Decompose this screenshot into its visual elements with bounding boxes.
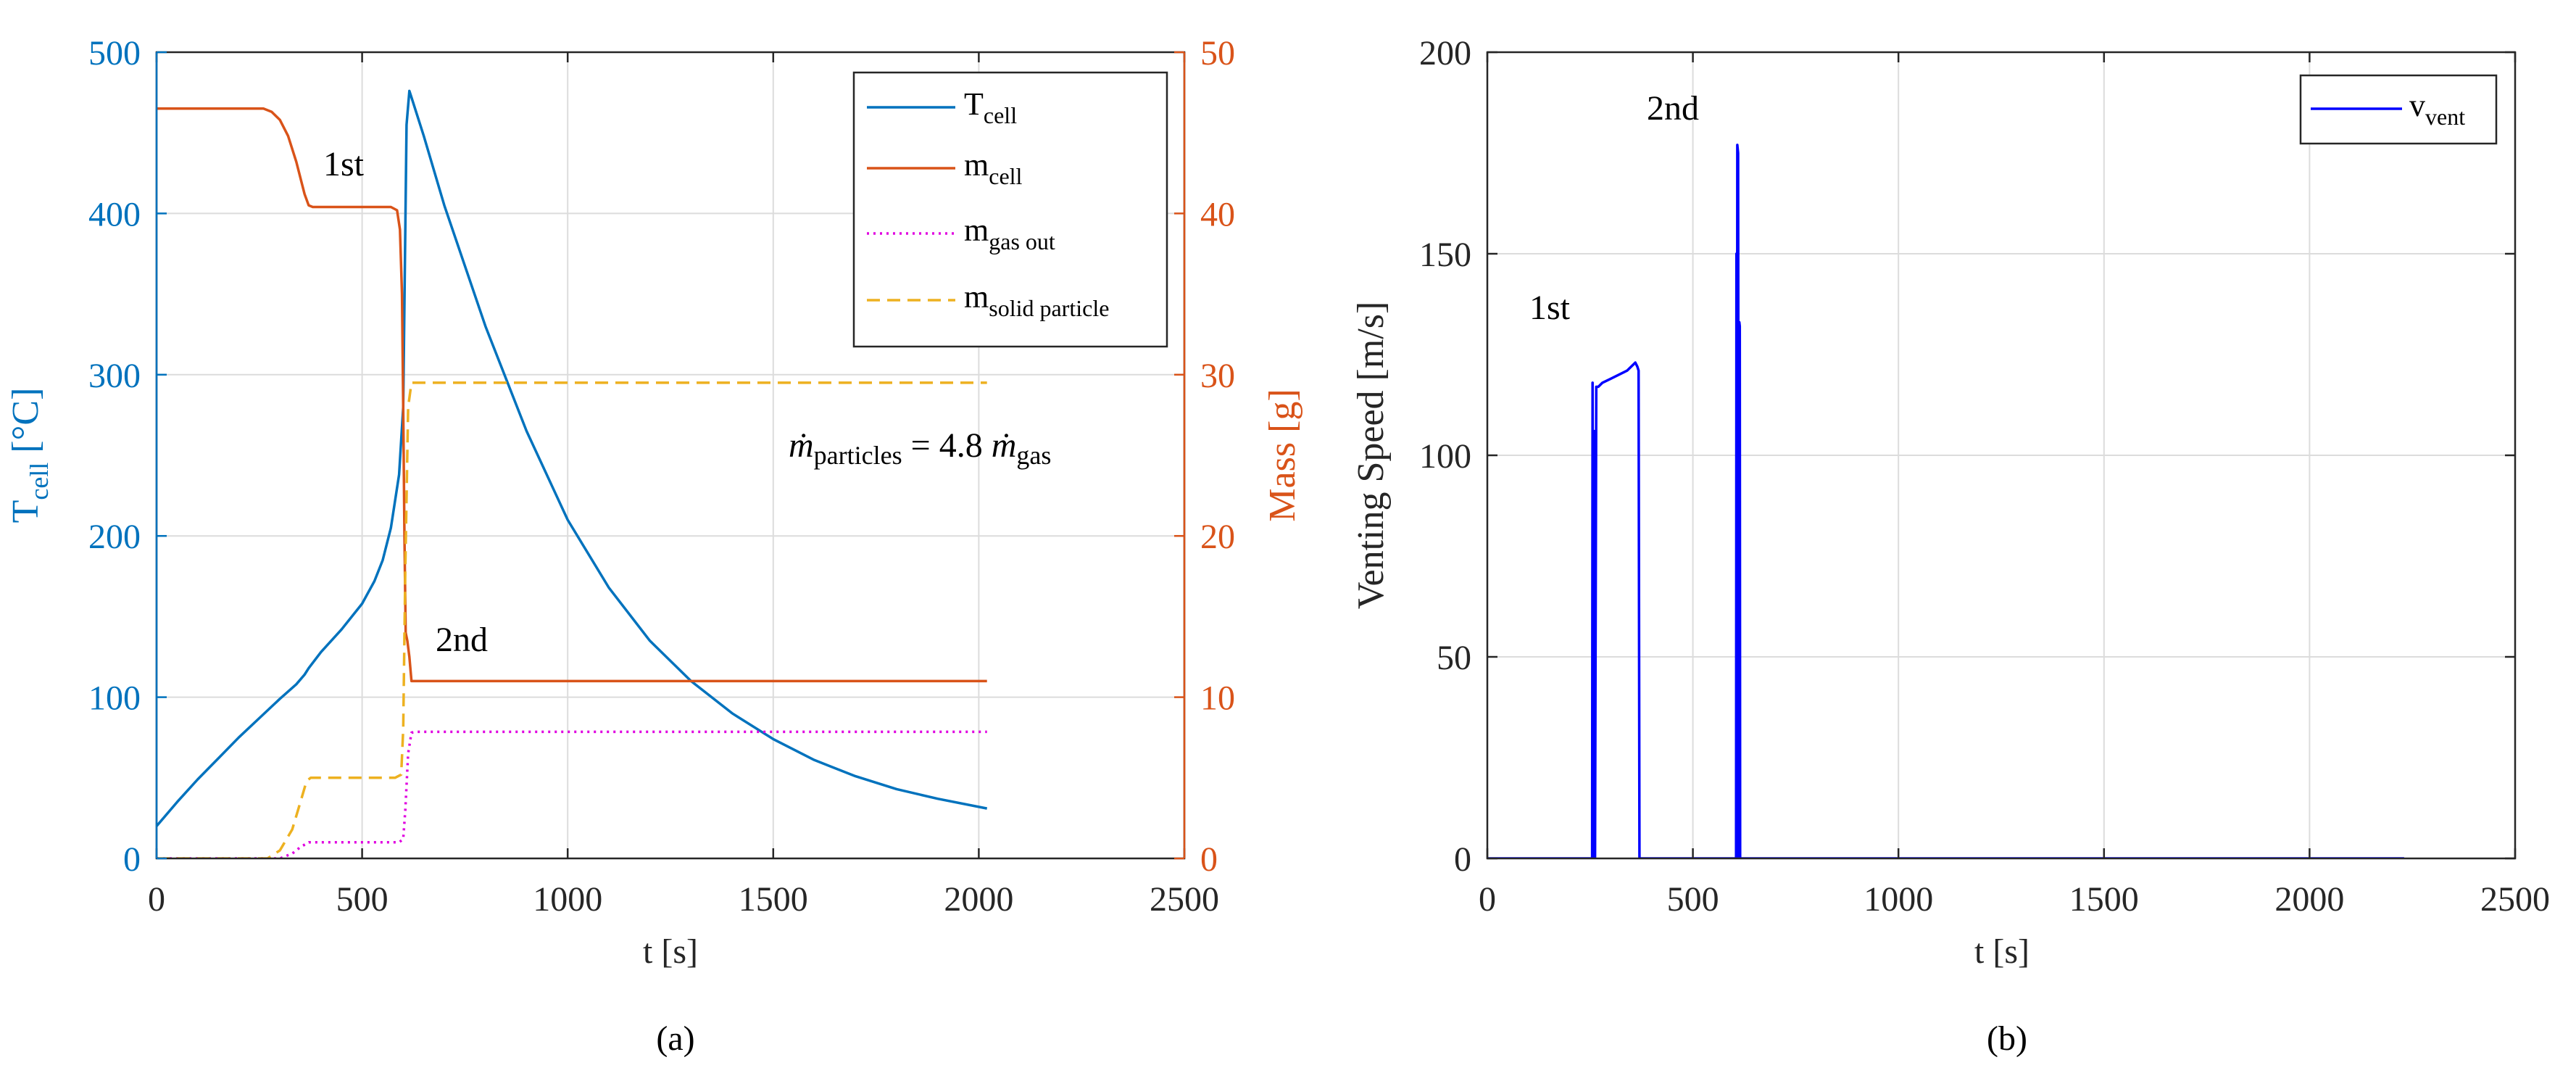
panel-a-series-line-T-cell — [157, 89, 988, 827]
legend-label-m-gas-out-main: m — [964, 212, 989, 248]
panel-b-x-tick-label-2000: 2000 — [2274, 880, 2344, 919]
panel-a-y-left-label: Tcell [°C] — [5, 388, 54, 523]
panel-b-x-axis: 0 500 1000 1500 2000 2500 — [1479, 52, 2550, 919]
panel-a-y-tick-label-500: 500 — [88, 34, 141, 73]
panel-a-series-line-m-gas-out — [157, 730, 987, 858]
annotation-2nd-b: 2nd — [1647, 89, 1699, 128]
legend-label-v-vent-main: v — [2409, 88, 2425, 123]
panel-b-y-axis: 0 50 100 150 200 — [1419, 34, 2515, 879]
panel-a-y-axis-left: 0 100 200 300 400 500 — [88, 34, 167, 879]
annotation-1st-a: 1st — [323, 145, 365, 183]
panel-a-y-tick-label-400: 400 — [88, 195, 141, 233]
panel-a-y-left-label-unit: [°C] — [5, 388, 46, 463]
panel-a-y-left-label-main: T — [5, 500, 46, 523]
annotation-2nd-a: 2nd — [436, 621, 488, 659]
legend-label-v-vent-sub: vent — [2425, 104, 2465, 130]
panel-a-series-line-m-cell — [157, 107, 987, 683]
panel-a-legend-box — [852, 71, 1168, 348]
panel-a-y-right-tick-label-10: 10 — [1200, 679, 1235, 718]
panel-a-y-tick-label-200: 200 — [88, 518, 141, 556]
panel-b-x-tick-label-1000: 1000 — [1864, 880, 1933, 919]
panel-b-series — [1487, 144, 2404, 858]
panel-a-y-left-label-sub: cell — [25, 463, 54, 500]
panel-b-y-label: Venting Speed [m/s] — [1350, 302, 1392, 610]
panel-a: 0 500 1000 1500 2000 2500 0 100 200 300 400 500 0 1… — [5, 34, 1303, 1058]
panel-a-series — [157, 89, 988, 858]
panel-b-grid — [1487, 52, 2515, 858]
panel-a-y-tick-label-100: 100 — [88, 679, 141, 718]
legend-label-m-cell: mcell — [964, 147, 1023, 189]
panel-b-y-tick-label-150: 150 — [1419, 236, 1471, 274]
legend-label-m-cell-sub: cell — [989, 163, 1022, 189]
panel-b-y-tick-label-100: 100 — [1419, 437, 1471, 476]
legend-label-m-solid-particle-sub: solid particle — [989, 295, 1109, 321]
equation-rhs-sub: gas — [1016, 441, 1051, 470]
panel-b-x-tick-label-1500: 1500 — [2069, 880, 2139, 919]
panel-a-legend: Tcell mcell mgas out msolid particle — [852, 71, 1168, 348]
equation-middle: = 4.8 — [902, 426, 992, 465]
panel-a-x-tick-label-1500: 1500 — [739, 880, 808, 919]
panel-a-y-right-tick-label-0: 0 — [1200, 840, 1218, 879]
panel-a-x-tick-label-0: 0 — [148, 880, 165, 919]
equation-lhs-symbol: ṁ — [789, 426, 814, 465]
annotation-1st-b: 1st — [1529, 289, 1571, 327]
panel-b-x-tick-label-500: 500 — [1667, 880, 1719, 919]
panel-a-y-right-tick-label-30: 30 — [1200, 357, 1235, 395]
particle-equation: ṁparticles = 4.8 ṁgas — [789, 426, 1051, 470]
panel-a-x-tick-label-500: 500 — [336, 880, 389, 919]
legend-label-t-cell-main: T — [964, 86, 984, 122]
panel-a-x-tick-label-2500: 2500 — [1150, 880, 1219, 919]
panel-b-x-tick-label-2500: 2500 — [2480, 880, 2550, 919]
panel-a-x-tick-label-2000: 2000 — [944, 880, 1013, 919]
panel-a-caption: (a) — [656, 1019, 694, 1058]
panel-a-y-right-tick-label-20: 20 — [1200, 518, 1235, 556]
panel-a-x-tick-label-1000: 1000 — [533, 880, 602, 919]
panel-a-y-tick-label-300: 300 — [88, 357, 141, 395]
legend-label-t-cell-sub: cell — [984, 102, 1017, 128]
legend-label-m-cell-main: m — [964, 147, 989, 183]
panel-a-y-right-tick-label-50: 50 — [1200, 34, 1235, 73]
panel-b-series-line-v-vent — [1487, 144, 2404, 858]
panel-a-y-right-tick-label-40: 40 — [1200, 195, 1235, 233]
panel-b-caption: (b) — [1987, 1019, 2027, 1058]
legend-label-t-cell: Tcell — [964, 86, 1017, 128]
panel-a-x-axis: 0 500 1000 1500 2000 2500 — [148, 52, 1219, 919]
panel-a-y-axis-right: 0 10 20 30 40 50 — [155, 34, 1235, 879]
equation-lhs-sub: particles — [814, 441, 902, 470]
legend-label-m-gas-out-sub: gas out — [989, 228, 1055, 254]
panel-a-y-right-label: Mass [g] — [1262, 389, 1303, 521]
equation-rhs-symbol: ṁ — [992, 426, 1017, 465]
panel-b-y-tick-label-50: 50 — [1437, 639, 1471, 677]
legend-label-m-solid-particle-main: m — [964, 279, 989, 315]
legend-label-m-gas-out: mgas out — [964, 212, 1055, 254]
panel-a-y-tick-label-0: 0 — [123, 840, 141, 879]
legend-label-v-vent: vvent — [2409, 88, 2465, 130]
panel-a-series-line-m-solid-particle — [157, 381, 987, 858]
legend-label-m-solid-particle: msolid particle — [964, 279, 1109, 321]
panel-b-y-tick-label-0: 0 — [1454, 840, 1471, 879]
panel-a-x-label: t [s] — [643, 932, 698, 971]
panel-b-x-tick-label-0: 0 — [1479, 880, 1496, 919]
panel-b-legend: vvent — [2299, 74, 2498, 145]
panel-b-y-tick-label-200: 200 — [1419, 34, 1471, 73]
panel-b-x-label: t [s] — [1974, 932, 2029, 971]
